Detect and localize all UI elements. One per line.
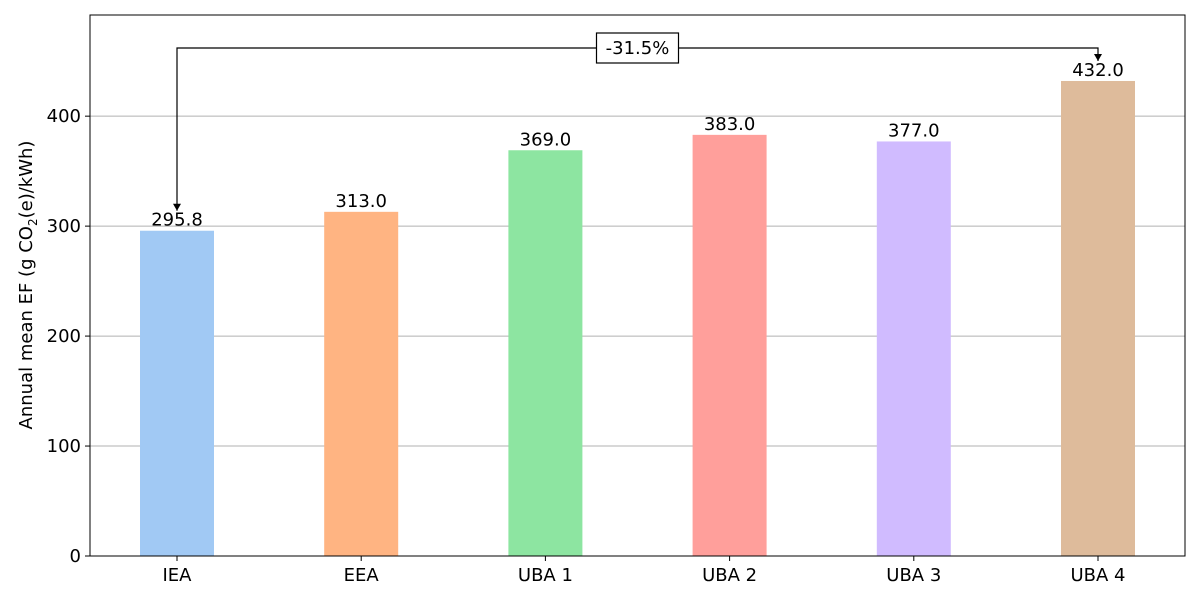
bar-eea (324, 211, 399, 556)
bar-uba-4 (1061, 80, 1135, 556)
bar-uba-2 (692, 134, 767, 556)
annotation-text: -31.5% (606, 38, 670, 59)
data-label-iea: 295.8 (151, 210, 203, 231)
y-axis-label: Annual mean EF (g CO2(e)/kWh) (16, 141, 40, 430)
annotation-arrow-left (173, 203, 181, 211)
axes (89, 14, 1186, 557)
y-tick-label-300: 300 (47, 216, 81, 237)
change-annotation: -31.5% (173, 32, 1102, 211)
y-tick-label-100: 100 (47, 436, 81, 457)
data-labels: 295.8 313.0 369.0 383.0 377.0 432.0 (151, 60, 1124, 231)
y-ticks: 0 100 200 300 400 (47, 106, 90, 567)
annotation-arrow-right (1094, 53, 1102, 61)
annotation-bracket (176, 47, 1099, 211)
data-label-uba-3: 377.0 (888, 120, 940, 141)
data-label-eea: 313.0 (335, 191, 387, 212)
data-label-uba-2: 383.0 (704, 114, 756, 135)
x-ticks: IEA EEA UBA 1 UBA 2 UBA 3 UBA 4 (163, 556, 1126, 586)
x-tick-label-uba-4: UBA 4 (1070, 565, 1125, 586)
bar-uba-1 (508, 150, 583, 556)
y-tick-label-200: 200 (47, 326, 81, 347)
bar-iea (140, 230, 214, 557)
x-tick-label-eea: EEA (344, 565, 380, 586)
bars (140, 80, 1135, 557)
bar-uba-3 (876, 141, 951, 556)
x-tick-label-uba-1: UBA 1 (518, 565, 573, 586)
x-tick-label-iea: IEA (163, 565, 193, 586)
x-tick-label-uba-2: UBA 2 (702, 565, 757, 586)
grid-lines (90, 115, 1185, 447)
x-tick-label-uba-3: UBA 3 (886, 565, 941, 586)
plot-frame (89, 14, 1186, 557)
y-tick-label-0: 0 (70, 546, 81, 567)
y-tick-label-400: 400 (47, 106, 81, 127)
data-label-uba-1: 369.0 (520, 129, 572, 150)
data-label-uba-4: 432.0 (1072, 60, 1124, 81)
annotation-box (595, 32, 680, 64)
